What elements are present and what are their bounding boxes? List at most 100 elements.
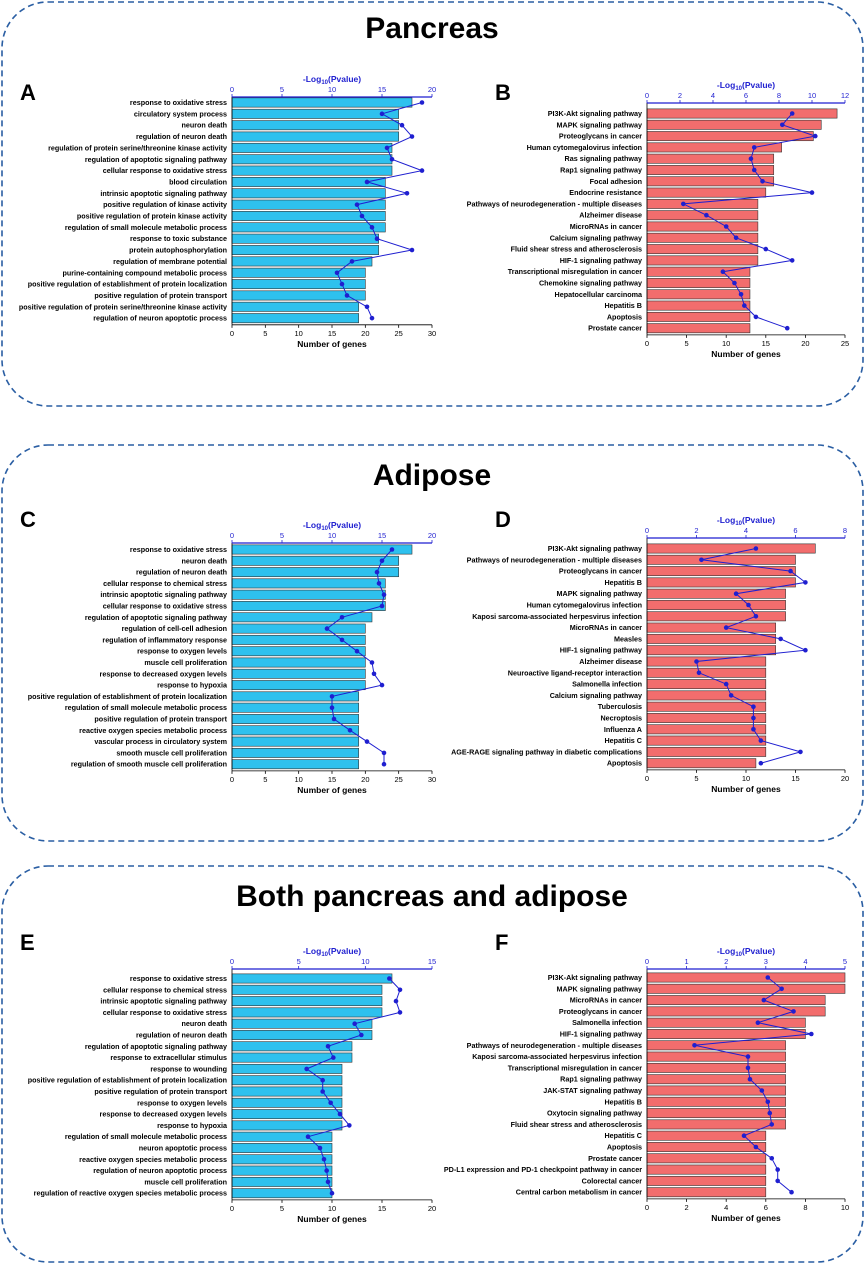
category-label: MicroRNAs in cancer — [570, 623, 642, 632]
x-tick-label: 20 — [428, 1204, 436, 1213]
top-tick-label: 0 — [645, 526, 649, 535]
pvalue-point — [329, 694, 335, 699]
x-tick-label: 15 — [378, 1204, 386, 1213]
category-label: Fluid shear stress and atherosclerosis — [511, 1120, 642, 1129]
bar — [231, 1075, 343, 1086]
bar — [231, 1063, 343, 1074]
category-label: Ras signaling pathway — [565, 154, 642, 163]
bar — [646, 1096, 786, 1107]
x-tick-label: 10 — [722, 339, 730, 348]
x-axis-title: Number of genes — [711, 349, 781, 359]
bar — [231, 131, 399, 142]
category-label: Focal adhesion — [590, 177, 642, 186]
pvalue-point — [379, 111, 385, 117]
x-tick-label: 5 — [263, 329, 267, 338]
pvalue-point — [720, 269, 726, 275]
category-label: circulatory system process — [134, 109, 227, 118]
bar — [646, 232, 759, 243]
bar — [646, 735, 767, 746]
top-axis-title: -Log10(Pvalue) — [717, 946, 775, 958]
category-label: PD-L1 expression and PD-1 checkpoint pat… — [444, 1165, 642, 1174]
top-tick-label: 2 — [724, 957, 728, 966]
x-tick-label: 15 — [762, 339, 770, 348]
category-label: Fluid shear stress and atherosclerosis — [511, 245, 642, 254]
category-label: Pathways of neurodegeneration - multiple… — [467, 555, 642, 564]
x-tick-label: 5 — [280, 1204, 284, 1213]
bar — [231, 714, 359, 724]
pvalue-point — [803, 580, 808, 585]
category-label: Colorectal cancer — [582, 1176, 643, 1185]
top-tick-label: 5 — [297, 957, 301, 966]
category-label: Calcium signaling pathway — [550, 233, 642, 242]
pvalue-point — [379, 558, 385, 564]
bar — [231, 555, 399, 566]
pvalue-point — [381, 761, 387, 767]
bar — [231, 1007, 383, 1018]
category-label: regulation of small molecule metabolic p… — [65, 703, 227, 712]
pvalue-point — [723, 625, 729, 630]
category-label: Endocrine resistance — [569, 188, 642, 197]
bar — [231, 1120, 343, 1131]
pvalue-point — [784, 325, 790, 331]
bar — [646, 210, 759, 221]
panel-letter-f: F — [495, 930, 508, 955]
pvalue-point — [347, 728, 353, 733]
pvalue-point — [379, 682, 385, 688]
bar — [231, 120, 399, 131]
pvalue-point — [748, 156, 754, 161]
pvalue-point — [681, 201, 686, 207]
top-tick-label: 5 — [280, 531, 284, 540]
category-label: response to oxidative stress — [130, 545, 227, 554]
top-tick-label: 4 — [711, 91, 715, 100]
bar — [646, 972, 846, 983]
x-axis-title: Number of genes — [297, 339, 367, 349]
top-tick-label: 15 — [378, 85, 386, 94]
pvalue-point — [760, 179, 765, 184]
pvalue-point — [331, 1055, 336, 1060]
bar — [231, 702, 359, 713]
bar — [231, 1131, 333, 1142]
category-label: Salmonella infection — [572, 1018, 642, 1027]
category-label: smooth muscle cell proliferation — [116, 748, 227, 757]
bar — [231, 984, 383, 995]
category-label: positive regulation of establishment of … — [28, 1076, 227, 1085]
category-label: PI3K-Akt signaling pathway — [548, 973, 642, 982]
pvalue-point — [359, 1032, 364, 1038]
bar — [646, 255, 759, 266]
category-label: response to oxygen levels — [137, 1098, 227, 1107]
x-tick-label: 6 — [764, 1203, 768, 1212]
bar — [646, 1040, 786, 1051]
x-tick-label: 25 — [394, 775, 402, 784]
pvalue-point — [352, 1021, 357, 1026]
pvalue-point — [337, 1111, 343, 1117]
category-label: Necroptosis — [600, 714, 642, 723]
pvalue-point — [696, 670, 702, 676]
category-label: PI3K-Akt signaling pathway — [548, 109, 642, 118]
bar — [231, 691, 359, 702]
bar — [646, 323, 751, 334]
top-axis-title: -Log10(Pvalue) — [303, 946, 361, 958]
x-tick-label: 30 — [428, 775, 436, 784]
pvalue-point — [379, 603, 385, 609]
x-tick-label: 5 — [694, 774, 698, 783]
top-tick-label: 20 — [428, 531, 436, 540]
category-label: regulation of inflammatory response — [102, 635, 227, 644]
bar — [231, 176, 386, 187]
x-axis-title: Number of genes — [297, 1214, 367, 1224]
bar — [231, 623, 366, 634]
x-tick-label: 15 — [791, 774, 799, 783]
bar — [646, 724, 767, 735]
bar — [646, 176, 775, 187]
pvalue-point — [758, 760, 764, 766]
pvalue-point — [751, 727, 756, 732]
category-label: positive regulation of establishment of … — [28, 280, 227, 289]
pvalue-point — [419, 100, 425, 105]
chart-panel-e: response to oxidative stress cellular res… — [28, 946, 436, 1224]
category-label: Kaposi sarcoma-associated herpesvirus in… — [472, 612, 642, 621]
x-tick-label: 2 — [685, 1203, 689, 1212]
category-label: positive regulation of establishment of … — [28, 692, 227, 701]
top-tick-label: 0 — [230, 957, 234, 966]
bar — [231, 1188, 333, 1199]
top-tick-label: 8 — [843, 526, 847, 535]
category-label: neuron death — [181, 121, 227, 130]
